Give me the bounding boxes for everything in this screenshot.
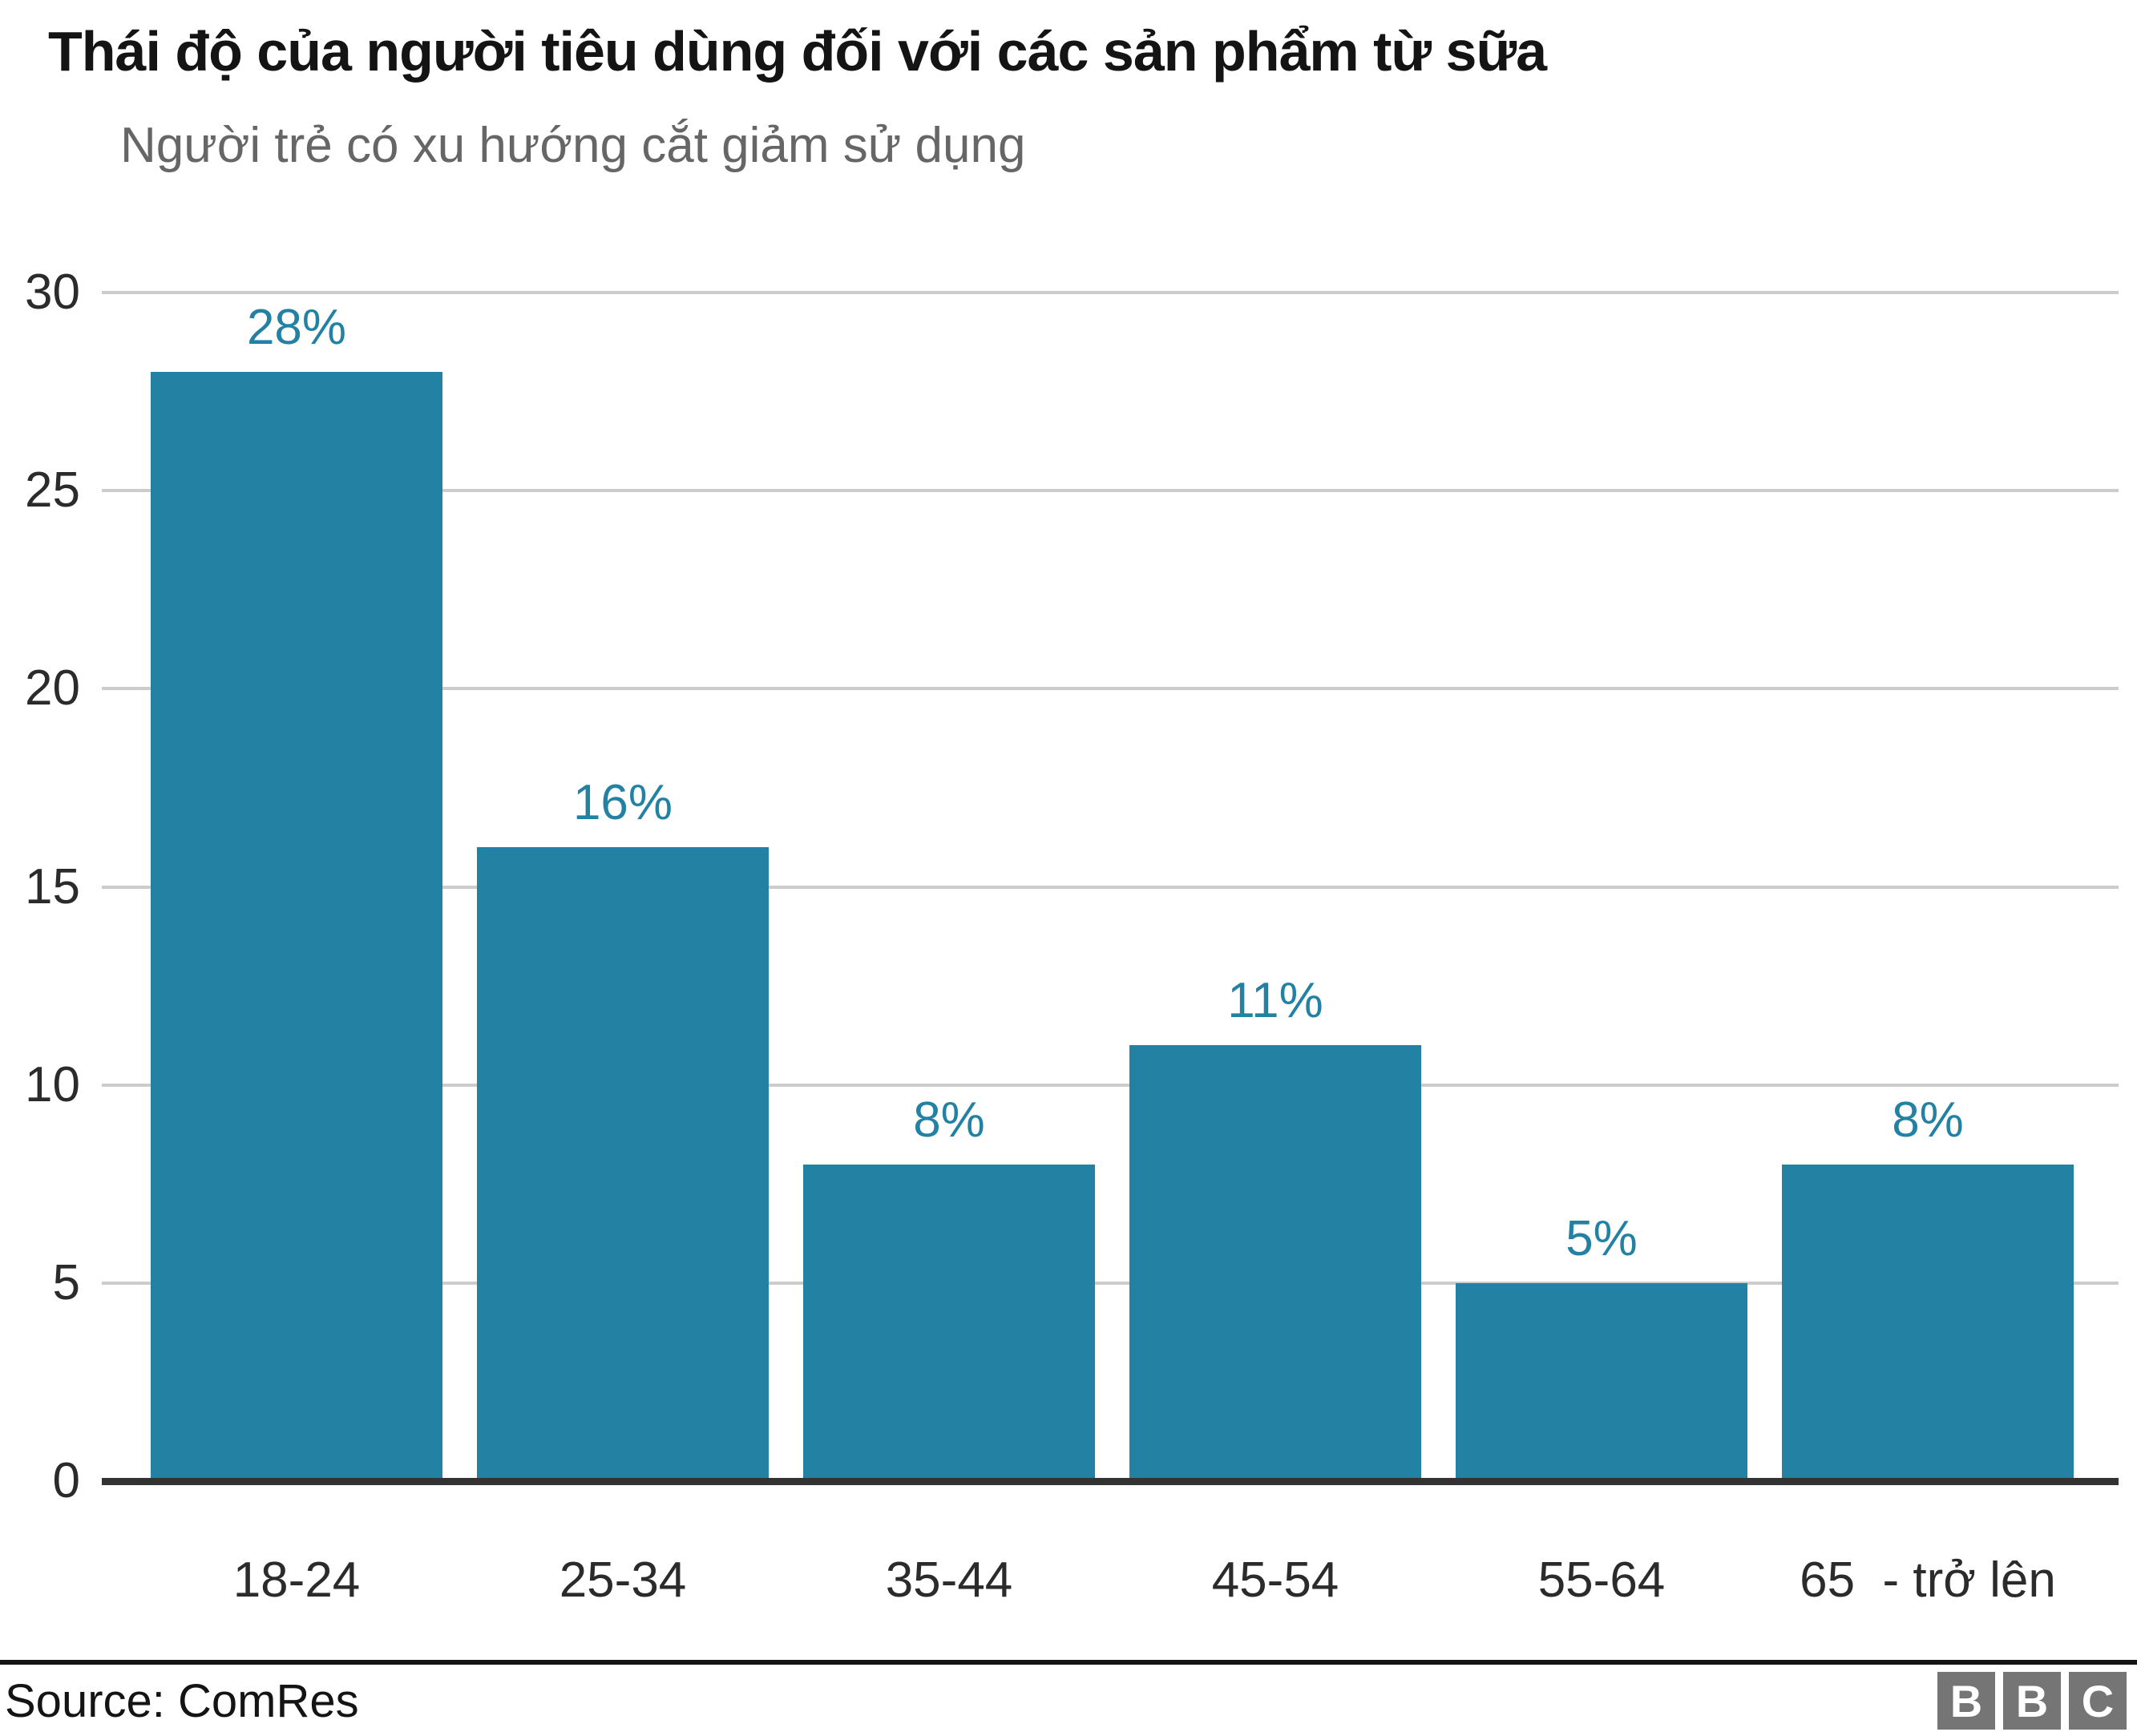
x-tick-label: 18-24 [232,1552,361,1608]
x-tick-label: 65 - trở lên [1800,1552,2056,1608]
bar-value-label: 28% [246,299,347,355]
x-tick-label: 25-34 [559,1552,687,1608]
y-tick-label: 20 [25,660,80,717]
bar-value-label: 8% [913,1092,985,1148]
bar-value-label: 5% [1565,1210,1638,1266]
gridline [102,1083,2119,1087]
bar-slot: 5% [1456,293,1747,1481]
gridline [102,885,2119,889]
chart-title: Thái độ của người tiêu dùng đối với các … [48,20,1547,83]
bar [1782,1164,2074,1481]
bars-layer: 28% 16% 8% 11% 5% 8% [102,293,2119,1481]
bar-slot: 28% [151,293,442,1481]
bar [477,847,769,1481]
gridline [102,1281,2119,1285]
gridline [102,687,2119,691]
y-tick-label: 30 [25,264,80,320]
y-tick-label: 10 [25,1056,80,1112]
bar-slot: 8% [803,293,1095,1481]
bbc-logo-block: C [2069,1672,2127,1730]
bar-value-label: 16% [572,775,673,831]
bbc-logo-block: B [2003,1672,2061,1730]
source-label: Source: ComRes [5,1675,359,1727]
x-tick-label: 45-54 [1211,1552,1339,1608]
chart-subtitle: Người trẻ có xu hướng cắt giảm sử dụng [120,118,1026,173]
plot-area: 0 5 10 15 20 25 30 28% 16% 8% 11% 5% 8% [25,268,2119,1506]
x-axis-line [102,1478,2119,1485]
bar [803,1164,1095,1481]
y-tick-label: 15 [25,858,80,914]
x-tick-label: 55-64 [1537,1552,1666,1608]
bar-value-label: 11% [1227,973,1323,1029]
bar-slot: 11% [1129,293,1421,1481]
y-tick-label: 25 [25,462,80,519]
bar-value-label: 8% [1892,1092,1964,1148]
x-tick-label: 35-44 [885,1552,1013,1608]
y-tick-label: 5 [52,1254,80,1310]
bar [1456,1282,1747,1481]
bar [151,371,442,1481]
gridlines-layer: 0 5 10 15 20 25 30 [25,268,2119,1506]
bar [1129,1045,1421,1481]
y-tick-label: 0 [52,1453,80,1508]
x-axis-labels: 18-24 25-34 35-44 45-54 55-64 65 - trở lên [102,1552,2119,1608]
bar-slot: 16% [477,293,769,1481]
bbc-logo-block: B [1937,1672,1995,1730]
bar-slot: 8% [1782,293,2074,1481]
gridline [102,489,2119,493]
gridline [102,291,2119,294]
footer-divider [0,1660,2137,1665]
